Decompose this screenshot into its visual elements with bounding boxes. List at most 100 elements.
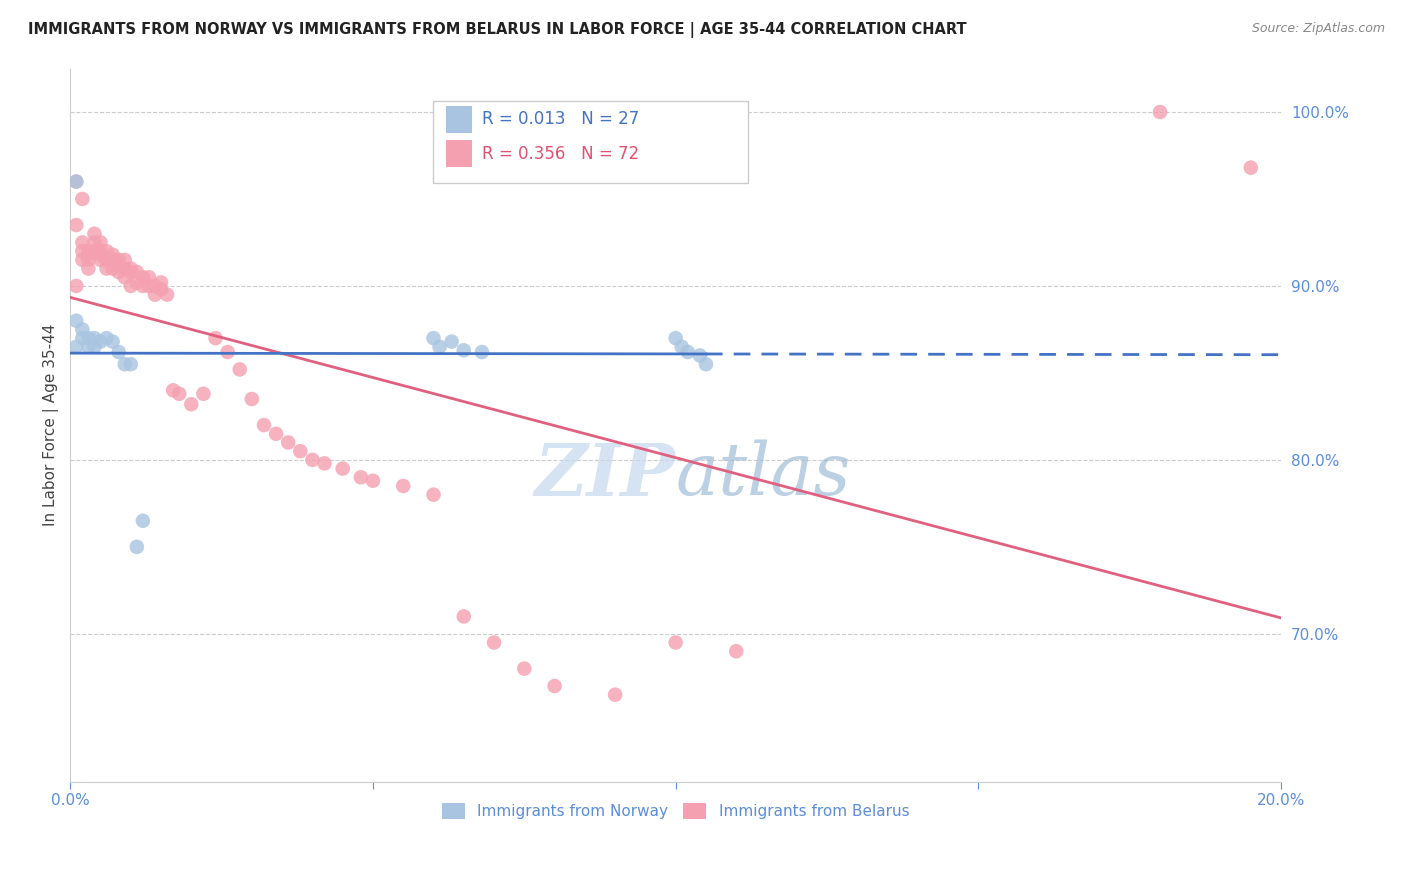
Point xyxy=(96,252,118,267)
Point xyxy=(107,345,129,359)
Point xyxy=(665,331,688,345)
Text: R = 0.013   N = 27: R = 0.013 N = 27 xyxy=(482,110,640,128)
Point xyxy=(350,470,373,484)
Point xyxy=(120,265,142,279)
Point xyxy=(107,265,129,279)
Point xyxy=(204,331,226,345)
Point xyxy=(96,244,118,259)
Point xyxy=(676,345,699,359)
Point xyxy=(83,340,105,354)
Text: Source: ZipAtlas.com: Source: ZipAtlas.com xyxy=(1251,22,1385,36)
Point xyxy=(138,279,160,293)
Point xyxy=(240,392,263,406)
Point xyxy=(143,287,166,301)
Point xyxy=(89,235,111,250)
Point xyxy=(125,540,148,554)
Point xyxy=(65,175,87,189)
Point xyxy=(114,252,136,267)
Point xyxy=(543,679,565,693)
Point xyxy=(264,426,287,441)
Point xyxy=(217,345,239,359)
Point xyxy=(132,514,155,528)
Point xyxy=(253,418,276,433)
Point xyxy=(65,340,87,354)
Text: ZIP: ZIP xyxy=(534,440,676,510)
Point xyxy=(125,265,148,279)
Point xyxy=(89,334,111,349)
Point xyxy=(332,461,354,475)
Point xyxy=(65,218,87,232)
Point xyxy=(120,357,142,371)
Point xyxy=(89,252,111,267)
Point xyxy=(193,386,215,401)
Point xyxy=(72,322,94,336)
Point xyxy=(162,384,184,398)
Point xyxy=(453,609,475,624)
Point xyxy=(120,279,142,293)
Point xyxy=(114,270,136,285)
Point xyxy=(1240,161,1263,175)
Point xyxy=(132,270,155,285)
Point xyxy=(671,340,693,354)
Point xyxy=(167,386,190,401)
Y-axis label: In Labor Force | Age 35-44: In Labor Force | Age 35-44 xyxy=(44,324,59,526)
Point xyxy=(453,343,475,358)
FancyBboxPatch shape xyxy=(433,101,748,183)
Point xyxy=(107,258,129,272)
Point xyxy=(422,331,444,345)
Point xyxy=(422,488,444,502)
Point xyxy=(89,244,111,259)
Point xyxy=(689,349,711,363)
Point xyxy=(101,334,124,349)
Point xyxy=(83,244,105,259)
Point xyxy=(482,635,505,649)
Legend: Immigrants from Norway, Immigrants from Belarus: Immigrants from Norway, Immigrants from … xyxy=(436,797,915,825)
Point xyxy=(603,688,626,702)
Point xyxy=(77,252,100,267)
Point xyxy=(138,270,160,285)
Point xyxy=(77,331,100,345)
Point xyxy=(301,453,323,467)
Point xyxy=(725,644,748,658)
Bar xyxy=(446,140,472,167)
Point xyxy=(83,235,105,250)
Point xyxy=(77,340,100,354)
Point xyxy=(314,456,336,470)
Point xyxy=(665,635,688,649)
Point xyxy=(290,444,312,458)
Point xyxy=(392,479,415,493)
Point xyxy=(72,331,94,345)
Point xyxy=(89,247,111,261)
Point xyxy=(229,362,252,376)
Point xyxy=(429,340,451,354)
Point xyxy=(471,345,494,359)
Point xyxy=(83,331,105,345)
Point xyxy=(361,474,384,488)
Point xyxy=(1149,105,1171,120)
Point xyxy=(65,175,87,189)
Point xyxy=(65,279,87,293)
Point xyxy=(101,247,124,261)
Point xyxy=(101,261,124,276)
Point xyxy=(72,244,94,259)
Bar xyxy=(446,105,472,133)
Point xyxy=(150,282,173,296)
Point xyxy=(277,435,299,450)
Point xyxy=(77,247,100,261)
Point xyxy=(125,276,148,290)
Text: R = 0.356   N = 72: R = 0.356 N = 72 xyxy=(482,145,640,163)
Point xyxy=(72,252,94,267)
Point xyxy=(114,261,136,276)
Point xyxy=(96,331,118,345)
Point xyxy=(695,357,717,371)
Point xyxy=(143,279,166,293)
Point xyxy=(120,261,142,276)
Point xyxy=(513,662,536,676)
Point xyxy=(101,252,124,267)
Point xyxy=(72,235,94,250)
Text: atlas: atlas xyxy=(676,440,851,510)
Point xyxy=(180,397,202,411)
Point xyxy=(65,314,87,328)
Point xyxy=(440,334,463,349)
Point xyxy=(83,227,105,241)
